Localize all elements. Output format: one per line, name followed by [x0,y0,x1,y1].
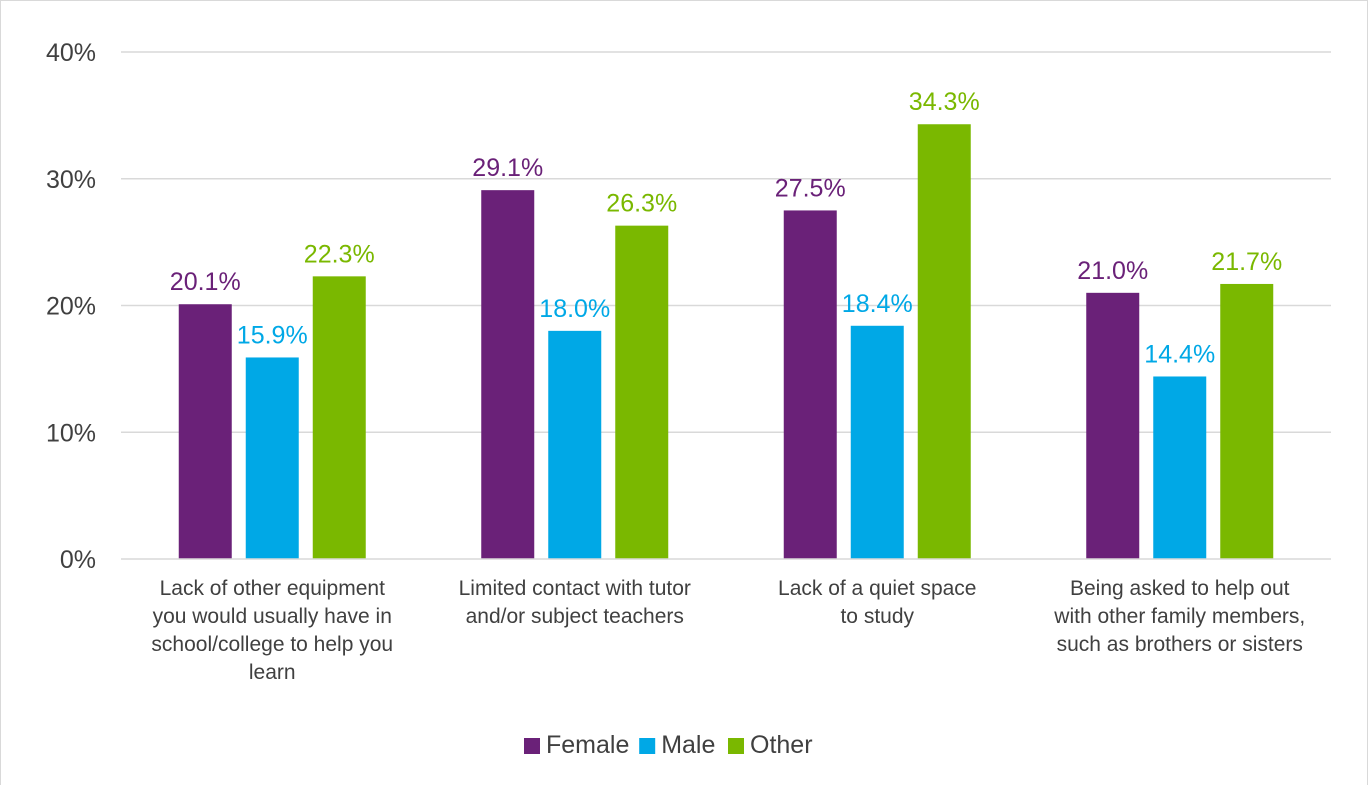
y-tick-label: 30% [46,166,96,194]
y-tick-label: 0% [60,546,96,574]
bar-other [917,124,971,559]
data-label: 18.4% [842,290,913,318]
category-label: Lack of other equipment you would usually… [151,577,393,684]
bar-male [548,330,602,559]
legend-label: Other [750,731,813,759]
category-label-line: you would usually have in [153,605,392,628]
category-label: Lack of a quiet space to study [778,577,976,628]
category-label-line: learn [249,661,296,684]
category-label-line: and/or subject teachers [466,605,684,628]
category-label-line: Lack of other equipment [160,577,385,600]
y-tick-label: 10% [46,419,96,447]
data-label: 21.0% [1077,257,1148,285]
category-label: Limited contact with tutor and/or subject… [459,577,691,628]
bar-other [1220,283,1274,559]
bar-other [615,225,669,559]
bar-male [1153,376,1207,559]
bar-male [850,325,904,559]
data-label: 18.0% [539,295,610,323]
data-label: 22.3% [304,240,375,268]
y-tick-label: 40% [46,39,96,67]
category-label-line: Being asked to help out [1070,577,1290,600]
category-label-line: school/college to help you [151,633,393,656]
legend-label: Male [661,731,715,759]
y-tick-label: 20% [46,293,96,321]
data-label: 27.5% [775,174,846,202]
category-label-line: Lack of a quiet space [778,577,976,600]
category-label-line: Limited contact with tutor [459,577,691,600]
bars [178,124,1274,559]
legend-swatch-other [728,738,744,754]
bar-female [481,190,535,559]
category-label-line: to study [840,605,914,628]
gridlines [121,51,1331,433]
data-label: 15.9% [237,321,308,349]
legend-swatch-female [524,738,540,754]
category-labels: Lack of other equipment you would usually… [151,577,1305,684]
bar-female [178,304,232,559]
category-label: Being asked to help out with other family… [1053,577,1305,656]
data-label: 21.7% [1211,248,1282,276]
data-label: 34.3% [909,88,980,116]
data-label: 26.3% [606,190,677,218]
data-labels: 20.1% 15.9% 22.3% 29.1% 18.0% 26.3% 27.5% 18.4%… [170,88,1282,368]
bar-female [783,210,837,559]
category-label-line: such as brothers or sisters [1057,633,1303,656]
legend: Female Male Other [524,731,813,759]
legend-label: Female [546,731,629,759]
data-label: 29.1% [472,154,543,182]
bar-female [1086,292,1140,559]
category-label-line: with other family members, [1053,605,1305,628]
bar-male [245,357,299,559]
data-label: 14.4% [1144,340,1215,368]
y-axis-ticks: 0% 10% 20% 30% 40% [46,39,96,574]
bar-other [312,276,366,559]
legend-swatch-male [639,738,656,754]
data-label: 20.1% [170,268,241,296]
